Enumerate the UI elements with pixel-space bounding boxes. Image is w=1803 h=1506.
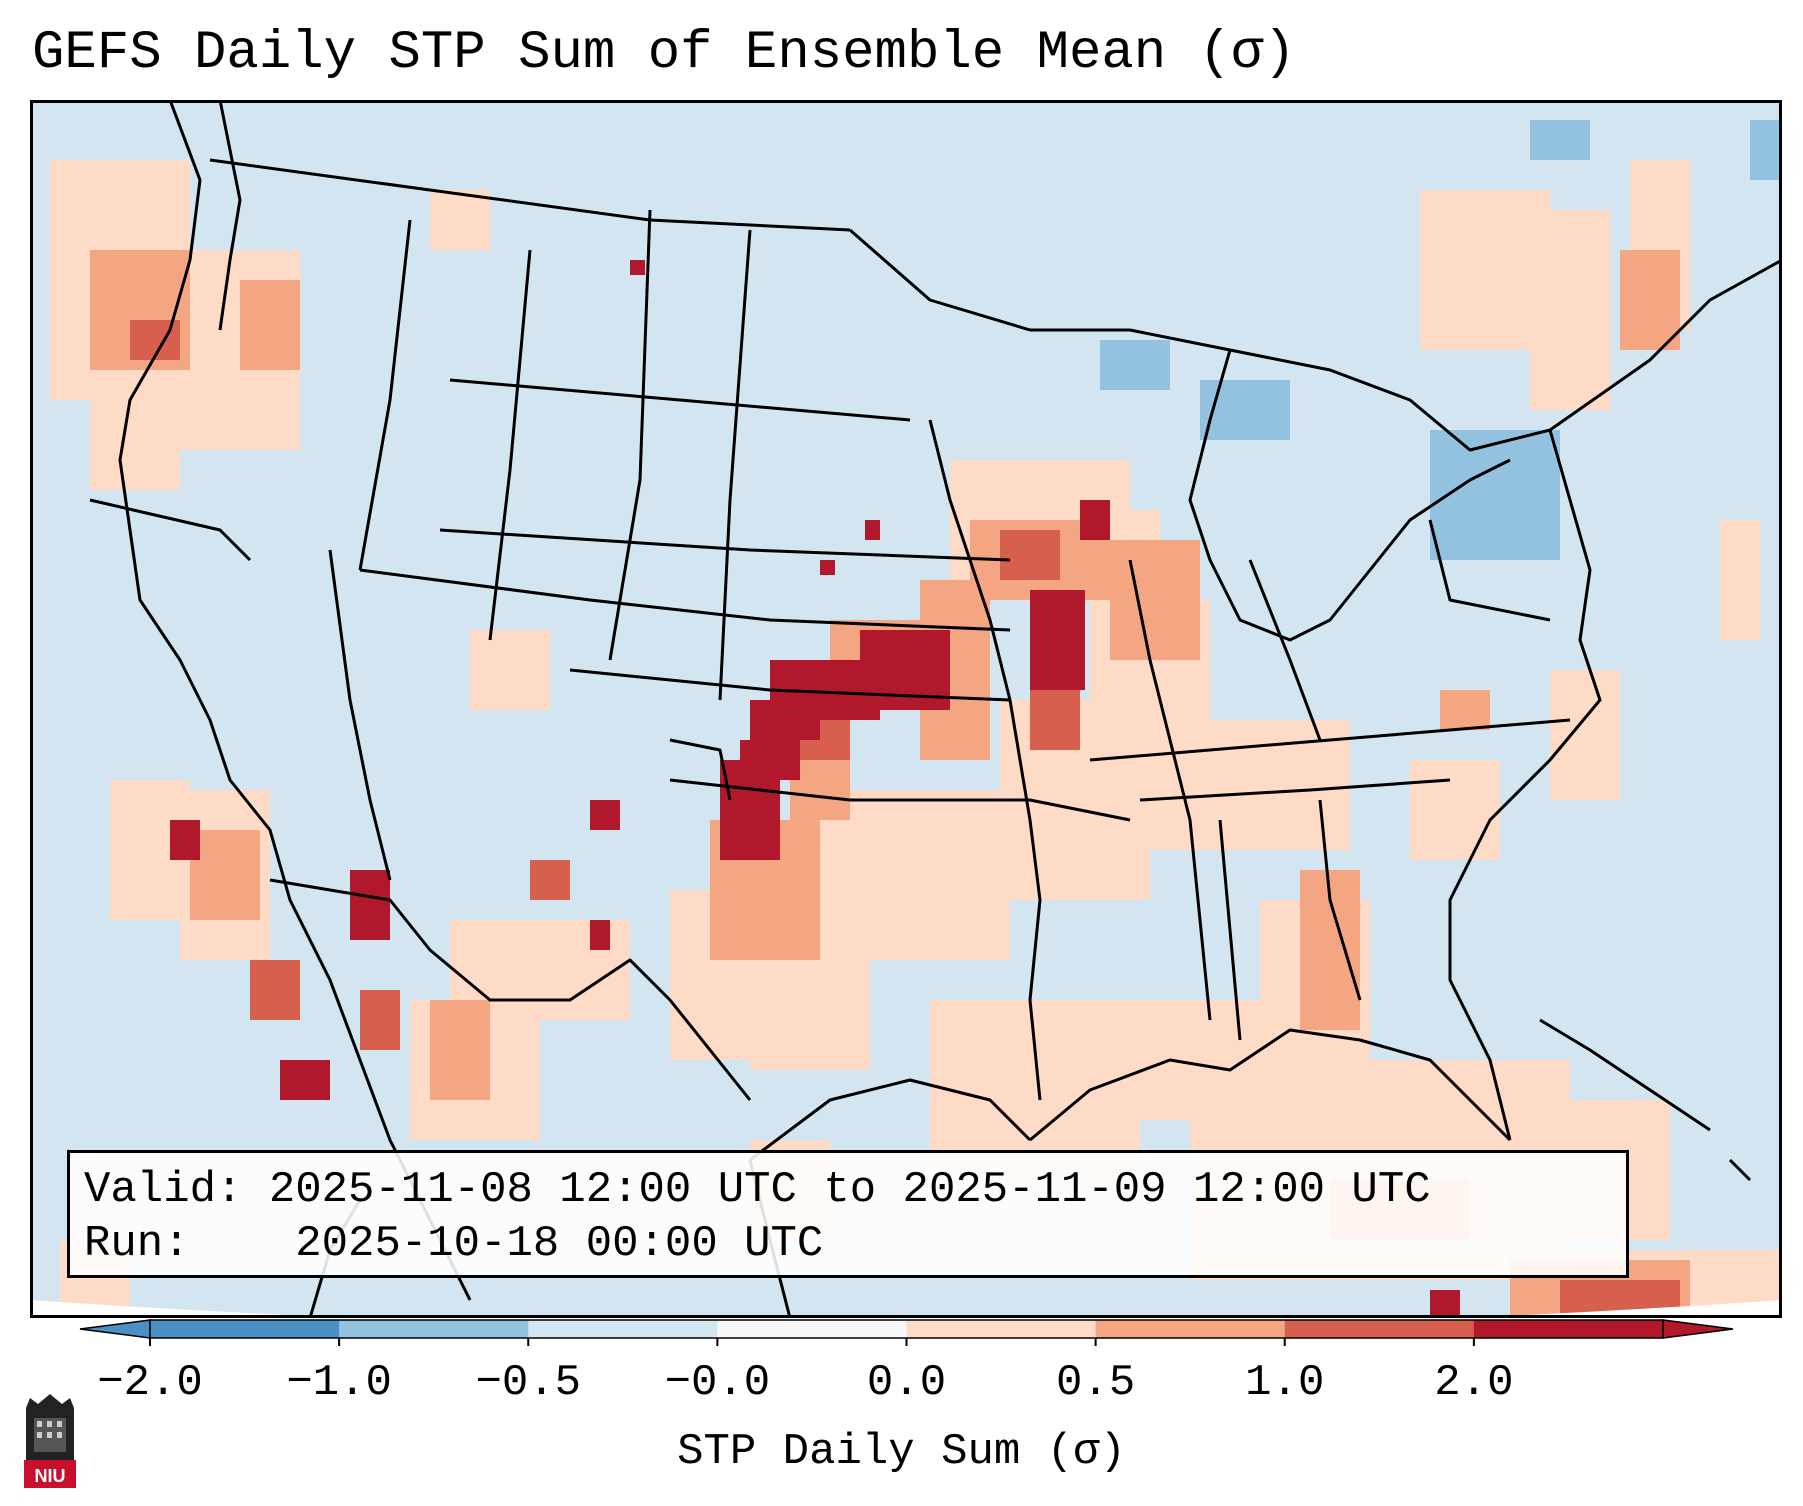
colorbar-tick-label: −2.0 xyxy=(97,1358,203,1408)
colorbar-tick-label: 1.0 xyxy=(1245,1358,1324,1408)
colorbar-label: STP Daily Sum (σ) xyxy=(677,1427,1126,1477)
colorbar-segment xyxy=(1095,1320,1286,1338)
colorbar-segment xyxy=(1473,1320,1664,1338)
valid-run-infobox: Valid: 2025-11-08 12:00 UTC to 2025-11-0… xyxy=(67,1150,1629,1278)
colorbar-extend-low xyxy=(79,1319,151,1339)
coastlines-borders xyxy=(89,100,1782,1318)
colorbar-segment xyxy=(150,1320,340,1338)
colorbar-tick-label: 0.0 xyxy=(867,1358,946,1408)
colorbar-tick-label: 0.5 xyxy=(1056,1358,1135,1408)
valid-label: Valid: xyxy=(84,1165,243,1215)
map-panel xyxy=(30,100,1782,1318)
colorbar-extend-high xyxy=(1662,1319,1734,1339)
colorbar-segment xyxy=(528,1320,718,1338)
colorbar-tick-label: −1.0 xyxy=(286,1358,392,1408)
colorbar-segment xyxy=(717,1320,907,1338)
colorbar-tick-label: −0.5 xyxy=(475,1358,581,1408)
colorbar-segment xyxy=(906,1320,1097,1338)
colorbar-tick-label: −0.0 xyxy=(665,1358,771,1408)
colorbar-segment xyxy=(339,1320,529,1338)
map-frame xyxy=(30,100,1782,1318)
valid-time-range: 2025-11-08 12:00 UTC to 2025-11-09 12:00… xyxy=(268,1165,1431,1215)
colorbar: −2.0 −1.0 −0.5 −0.0 0.0 0.5 1.0 2.0 xyxy=(79,1319,1734,1408)
run-time: 2025-10-18 00:00 UTC xyxy=(295,1219,824,1269)
colorbar-tick-label: 2.0 xyxy=(1434,1358,1513,1408)
negative-cells xyxy=(1100,120,1782,560)
run-label: Run: xyxy=(84,1219,190,1269)
chart-title: GEFS Daily STP Sum of Ensemble Mean (σ) xyxy=(32,23,1296,84)
logo-text: NIU xyxy=(35,1466,66,1486)
niu-logo: NIU xyxy=(24,1394,76,1488)
colorbar-segment xyxy=(1284,1320,1475,1338)
